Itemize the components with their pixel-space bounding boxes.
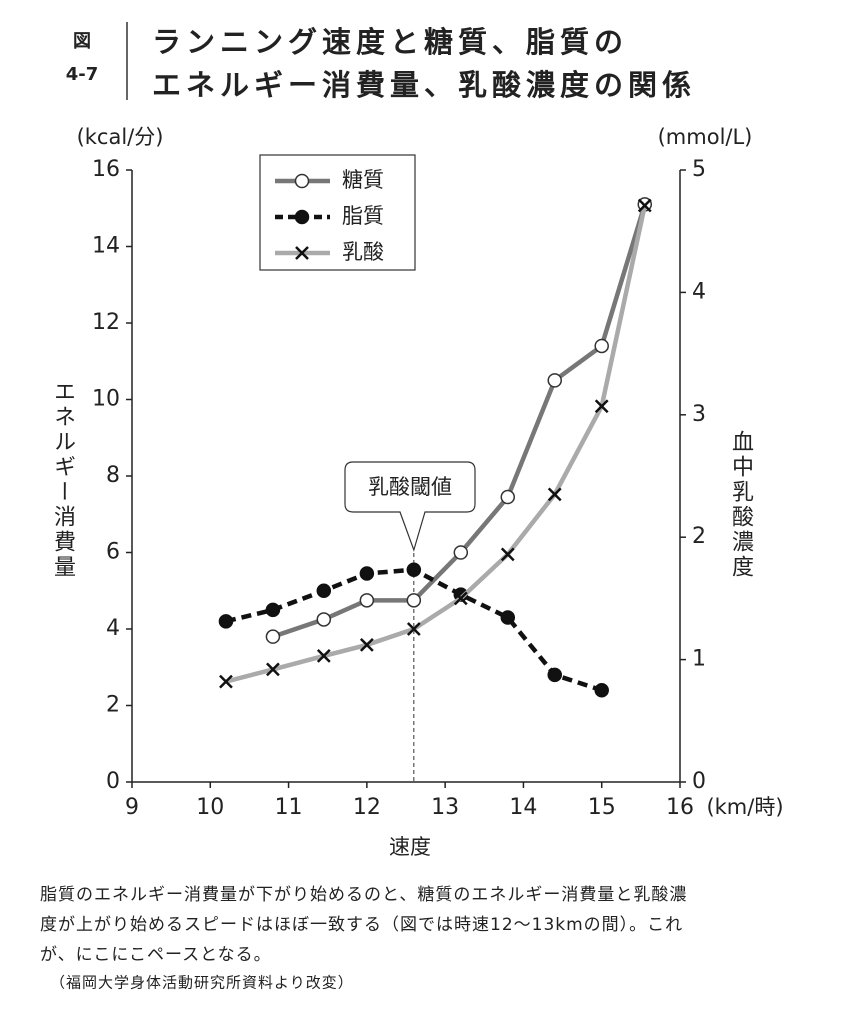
- caption: が、にこにこペースとなる。: [40, 945, 272, 965]
- y-tick-label: 10: [92, 387, 120, 412]
- callout: [344, 461, 476, 552]
- point: [453, 545, 469, 560]
- y-tick-label: 8: [106, 463, 120, 488]
- title: エネルギー消費量、乳酸濃度の関係: [152, 68, 696, 102]
- point: [359, 566, 375, 581]
- y-tick-label: 4: [106, 616, 120, 641]
- point-cross: [547, 487, 562, 502]
- point: [547, 487, 562, 502]
- point: [265, 602, 281, 618]
- y2-unit: (mmol/L): [658, 125, 753, 149]
- x-tick-label: 16: [666, 795, 694, 820]
- caption: 度が上がり始めるスピードはほぼ一致する（図では時速12〜13kmの間）。これ: [40, 915, 683, 935]
- point: [547, 667, 562, 683]
- x-tick-label: 15: [588, 795, 616, 820]
- point: [406, 593, 422, 608]
- point: [406, 622, 421, 636]
- x-tick-label: 13: [431, 795, 459, 820]
- point: [316, 583, 332, 598]
- y2-tick-label: 0: [692, 769, 706, 794]
- point-cross: [359, 638, 374, 652]
- point: [594, 399, 609, 414]
- point: [547, 373, 562, 388]
- x-tick-label: 11: [275, 795, 303, 820]
- point: [294, 209, 310, 225]
- point: [500, 610, 516, 625]
- point: [295, 246, 309, 260]
- y-tick-label: 12: [92, 310, 120, 335]
- point: [219, 674, 233, 689]
- point-cross: [406, 622, 421, 636]
- point: [406, 562, 422, 577]
- point: [359, 638, 374, 652]
- x-tick-label: 14: [509, 795, 537, 820]
- point-cross: [316, 649, 331, 663]
- point: [266, 662, 280, 677]
- figure-label: 図: [73, 31, 91, 52]
- point: [500, 489, 516, 505]
- x-tick-label: 9: [125, 795, 139, 820]
- legend-label: 糖質: [342, 168, 384, 192]
- series-line: [225, 205, 647, 684]
- y2-label: 血中乳酸濃度: [728, 430, 754, 580]
- point-cross: [500, 547, 515, 562]
- point-cross: [453, 591, 468, 606]
- point: [637, 198, 652, 213]
- y2-tick-label: 1: [692, 647, 706, 672]
- y-tick-label: 2: [106, 693, 120, 718]
- point-cross: [219, 674, 233, 689]
- x-label: 速度: [389, 835, 431, 859]
- y2-tick-label: 4: [692, 279, 706, 304]
- title: ランニング速度と糖質、脂質の: [152, 25, 628, 59]
- point: [359, 593, 375, 608]
- x-tick-label: 10: [196, 795, 224, 820]
- y2-tick-label: 2: [692, 524, 706, 549]
- point: [453, 591, 468, 606]
- point-cross: [637, 198, 652, 213]
- legend-label: 乳酸: [342, 240, 384, 264]
- point: [594, 682, 609, 698]
- y-unit: (kcal/分): [77, 125, 164, 149]
- point: [294, 173, 310, 189]
- annotation-text: 乳酸閾値: [368, 475, 452, 499]
- point-cross: [295, 246, 309, 260]
- y-tick-label: 16: [92, 157, 120, 182]
- point: [316, 649, 331, 663]
- y-label: エネルギー消費量: [50, 380, 76, 580]
- y2-tick-label: 5: [692, 157, 706, 182]
- point: [218, 614, 234, 629]
- point-cross: [594, 399, 609, 414]
- legend-label: 脂質: [342, 204, 384, 228]
- source: （福岡大学身体活動研究所資料より改変）: [50, 974, 354, 992]
- point: [500, 547, 515, 562]
- point: [594, 338, 609, 354]
- y-tick-label: 14: [92, 234, 120, 259]
- figure-number: 4-7: [66, 64, 99, 85]
- point: [265, 629, 281, 644]
- x-unit: (km/時): [706, 795, 783, 819]
- y-tick-label: 0: [106, 769, 120, 794]
- point: [316, 612, 332, 627]
- point-cross: [266, 662, 280, 677]
- x-tick-label: 12: [353, 795, 381, 820]
- y2-tick-label: 3: [692, 402, 706, 427]
- y-tick-label: 6: [106, 540, 120, 565]
- caption: 脂質のエネルギー消費量が下がり始めるのと、糖質のエネルギー消費量と乳酸濃: [40, 885, 687, 905]
